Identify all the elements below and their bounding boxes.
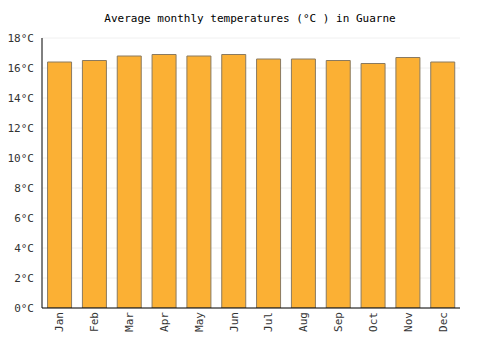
html-text:Average monthly temperatures (: Average monthly temperatures (°C ) in Gu… bbox=[104, 12, 396, 25]
svg-text:6°C: 6°C bbox=[14, 212, 34, 225]
svg-text:10°C: 10°C bbox=[8, 152, 34, 165]
svg-text:4°C: 4°C bbox=[14, 242, 34, 255]
svg-text:Sep: Sep bbox=[332, 312, 345, 332]
svg-text:Aug: Aug bbox=[297, 312, 310, 332]
svg-text:16°C: 16°C bbox=[8, 62, 34, 75]
svg-text:Nov: Nov bbox=[402, 312, 415, 332]
svg-text:2°C: 2°C bbox=[14, 272, 34, 285]
svg-text:Jun: Jun bbox=[228, 312, 241, 332]
svg-text:Feb: Feb bbox=[88, 312, 101, 332]
svg-text:Jan: Jan bbox=[53, 312, 66, 332]
svg-text:14°C: 14°C bbox=[8, 92, 34, 105]
svg-text:Mar: Mar bbox=[123, 312, 136, 332]
svg-text:Oct: Oct bbox=[367, 312, 380, 332]
svg-text:Jul: Jul bbox=[262, 312, 275, 332]
svg-text:0°C: 0°C bbox=[14, 302, 34, 315]
svg-text:18°C: 18°C bbox=[8, 32, 34, 45]
svg-text:12°C: 12°C bbox=[8, 122, 34, 135]
svg-text:May: May bbox=[193, 312, 206, 332]
svg-text:Apr: Apr bbox=[158, 312, 171, 332]
svg-text:Dec: Dec bbox=[437, 312, 450, 332]
svg-text:8°C: 8°C bbox=[14, 182, 34, 195]
